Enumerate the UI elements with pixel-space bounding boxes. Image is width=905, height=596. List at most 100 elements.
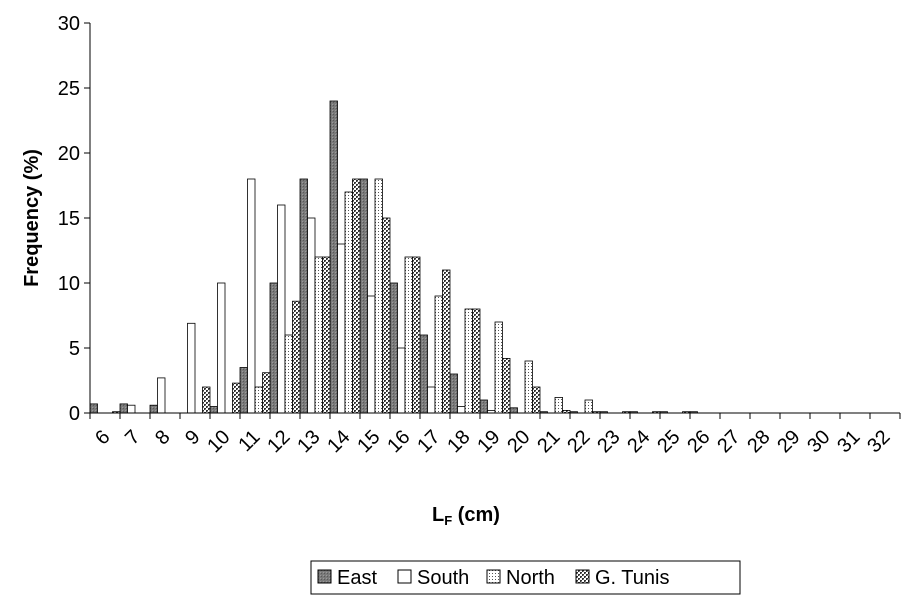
bar-east bbox=[509, 407, 518, 414]
x-tick-label: 14 bbox=[323, 426, 354, 457]
x-tick-label: 26 bbox=[683, 426, 714, 457]
x-tick-label: 10 bbox=[203, 426, 234, 457]
bar-east bbox=[449, 373, 458, 414]
x-axis-title-main: L bbox=[432, 504, 444, 526]
x-tick-label: 16 bbox=[383, 426, 414, 457]
x-tick-label: 12 bbox=[263, 426, 294, 457]
legend-label-g-tunis: G. Tunis bbox=[595, 567, 669, 589]
y-axis: 0 5 10 15 20 25 30 bbox=[58, 13, 90, 425]
bars bbox=[89, 100, 698, 414]
x-tick-label: 24 bbox=[623, 426, 654, 457]
bar-g-tunis bbox=[352, 178, 361, 414]
y-tick-label: 10 bbox=[58, 273, 80, 295]
bar-east bbox=[149, 404, 158, 414]
bar-north bbox=[314, 256, 323, 414]
bar-north bbox=[404, 256, 413, 414]
bar-south bbox=[457, 406, 466, 414]
bar-east bbox=[239, 367, 248, 414]
y-tick-label: 0 bbox=[69, 403, 80, 425]
legend-box bbox=[310, 560, 741, 595]
bar-east bbox=[479, 399, 488, 414]
bar-south bbox=[367, 295, 376, 414]
bar-north bbox=[494, 321, 503, 414]
bar-north bbox=[344, 191, 353, 414]
bar-north bbox=[524, 360, 533, 414]
bar-g-tunis bbox=[442, 269, 451, 414]
bar-g-tunis bbox=[232, 382, 241, 414]
bar-north bbox=[284, 334, 293, 414]
x-tick-label: 17 bbox=[413, 426, 444, 457]
bar-east bbox=[329, 100, 338, 414]
x-tick-label: 7 bbox=[121, 426, 144, 449]
legend-swatch-g-tunis bbox=[575, 569, 590, 584]
x-tick-label: 23 bbox=[593, 426, 624, 457]
legend-label-east: East bbox=[337, 567, 377, 589]
x-tick-label: 31 bbox=[833, 426, 864, 457]
bar-south bbox=[337, 243, 346, 414]
bar-south bbox=[427, 386, 436, 414]
bar-east bbox=[359, 178, 368, 414]
legend-swatch-north bbox=[486, 569, 501, 584]
x-tick-label: 25 bbox=[653, 426, 684, 457]
x-tick-label: 9 bbox=[181, 426, 204, 449]
y-tick-label: 15 bbox=[58, 208, 80, 230]
bar-east bbox=[89, 403, 98, 414]
bar-east bbox=[299, 178, 308, 414]
bar-north bbox=[584, 399, 593, 414]
x-tick-label: 22 bbox=[563, 426, 594, 457]
bar-north bbox=[464, 308, 473, 414]
x-axis-title: LF (cm) bbox=[432, 504, 500, 528]
bar-east bbox=[209, 406, 218, 414]
bar-east bbox=[419, 334, 428, 414]
x-axis-title-subscript: F bbox=[444, 513, 452, 528]
x-tick-label: 27 bbox=[713, 426, 744, 457]
bar-g-tunis bbox=[532, 386, 541, 414]
y-tick-label: 25 bbox=[58, 78, 80, 100]
bar-south bbox=[217, 282, 226, 414]
y-tick-label: 20 bbox=[58, 143, 80, 165]
x-axis: 6 7 8 910 1112131415161718192021222324252627… bbox=[89, 413, 901, 457]
bar-south bbox=[157, 377, 166, 414]
bar-south bbox=[397, 347, 406, 414]
bar-g-tunis bbox=[202, 386, 211, 414]
bar-south bbox=[187, 322, 196, 414]
bar-g-tunis bbox=[412, 256, 421, 414]
x-tick-label: 32 bbox=[863, 426, 894, 457]
x-tick-label: 18 bbox=[443, 426, 474, 457]
x-tick-label: 30 bbox=[803, 426, 834, 457]
bar-south bbox=[307, 217, 316, 414]
legend-label-south: South bbox=[417, 567, 469, 589]
y-axis-title: Frequency (%) bbox=[21, 149, 43, 287]
x-axis-title-unit: (cm) bbox=[452, 504, 500, 526]
bar-g-tunis bbox=[472, 308, 481, 414]
bar-g-tunis bbox=[262, 372, 271, 414]
bar-g-tunis bbox=[322, 256, 331, 414]
legend-label-north: North bbox=[506, 567, 555, 589]
y-tick-label: 5 bbox=[69, 338, 80, 360]
x-tick-label: 29 bbox=[773, 426, 804, 457]
bar-south bbox=[247, 178, 256, 414]
x-tick-label: 15 bbox=[353, 426, 384, 457]
bar-g-tunis bbox=[292, 300, 301, 414]
bar-north bbox=[434, 295, 443, 414]
legend: East South North G. Tunis bbox=[310, 560, 741, 595]
x-tick-label: 11 bbox=[234, 426, 264, 456]
bar-east bbox=[389, 282, 398, 414]
bar-g-tunis bbox=[502, 357, 511, 414]
x-tick-label: 28 bbox=[743, 426, 774, 457]
bar-north bbox=[254, 386, 263, 414]
bar-north bbox=[374, 178, 383, 414]
x-tick-label: 6 bbox=[91, 426, 114, 449]
bar-south bbox=[127, 404, 136, 414]
legend-swatch-south bbox=[397, 569, 412, 584]
bar-south bbox=[277, 204, 286, 414]
legend-swatch-east bbox=[317, 569, 332, 584]
x-tick-label: 19 bbox=[473, 426, 504, 457]
y-tick-label: 30 bbox=[58, 13, 80, 35]
x-tick-label: 20 bbox=[503, 426, 534, 457]
bar-east bbox=[269, 282, 278, 414]
x-tick-label: 21 bbox=[533, 426, 564, 457]
x-tick-label: 8 bbox=[151, 426, 174, 449]
bar-g-tunis bbox=[382, 217, 391, 414]
